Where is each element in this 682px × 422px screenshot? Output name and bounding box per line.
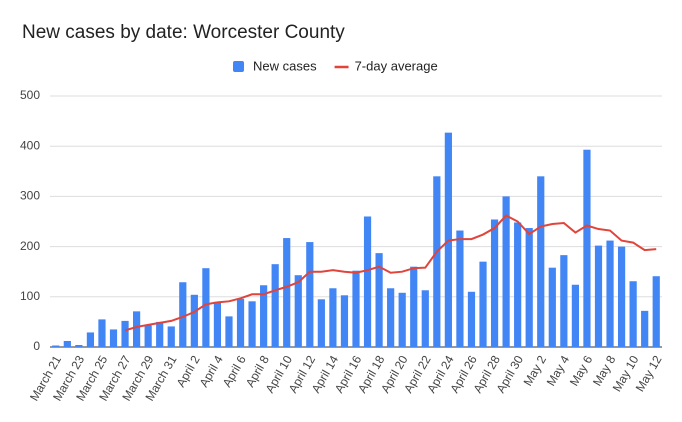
- bar: [283, 238, 291, 347]
- average-line: [124, 214, 657, 332]
- bar: [86, 332, 95, 347]
- bar: [190, 294, 198, 347]
- legend-swatch: [233, 61, 244, 72]
- bar: [121, 320, 129, 347]
- bar: [571, 284, 579, 347]
- bar: [306, 242, 314, 347]
- bar: [144, 325, 152, 347]
- bar: [548, 267, 556, 347]
- bar: [294, 275, 302, 347]
- bar: [352, 270, 360, 347]
- legend-label: 7-day average: [355, 58, 438, 73]
- bar: [398, 292, 406, 347]
- y-tick-label: 500: [20, 88, 40, 102]
- bar: [652, 276, 660, 347]
- chart-title: New cases by date: Worcester County: [22, 22, 345, 43]
- bar: [537, 176, 545, 347]
- bar: [329, 288, 337, 347]
- y-tick-label: 400: [20, 138, 40, 152]
- bar: [629, 281, 637, 347]
- bar: [375, 253, 383, 347]
- bar: [583, 149, 591, 347]
- bar: [260, 285, 268, 347]
- bar: [525, 228, 533, 347]
- bar: [225, 316, 233, 347]
- bar: [594, 245, 603, 347]
- bar: [271, 264, 279, 347]
- bar: [410, 266, 418, 347]
- bar: [156, 321, 164, 347]
- legend-label: New cases: [253, 58, 317, 73]
- bar: [421, 290, 429, 347]
- bar: [213, 301, 222, 347]
- bar: [133, 311, 141, 347]
- bar: [167, 326, 175, 347]
- bar: [317, 299, 325, 347]
- bar: [490, 219, 499, 347]
- bar: [617, 246, 626, 347]
- y-tick-label: 100: [20, 289, 40, 303]
- bar: [75, 344, 83, 347]
- bar: [433, 176, 441, 347]
- bar: [479, 261, 487, 347]
- bar: [641, 310, 649, 347]
- y-tick-label: 200: [20, 239, 40, 253]
- bar: [606, 240, 614, 347]
- bar: [248, 301, 256, 347]
- bar: [179, 282, 187, 347]
- bar: [363, 216, 372, 347]
- bar: [340, 295, 349, 347]
- bar: [63, 340, 71, 347]
- bar: [236, 298, 245, 347]
- bar: [560, 255, 568, 347]
- bar: [387, 288, 395, 347]
- bar: [202, 268, 210, 347]
- bar: [514, 222, 522, 347]
- bar: [98, 319, 106, 347]
- bar: [52, 345, 60, 347]
- bar: [109, 329, 118, 347]
- bar: [502, 196, 510, 347]
- bar: [467, 291, 476, 347]
- bar: [456, 230, 464, 347]
- y-tick-label: 300: [20, 189, 40, 203]
- y-tick-label: 0: [33, 339, 40, 353]
